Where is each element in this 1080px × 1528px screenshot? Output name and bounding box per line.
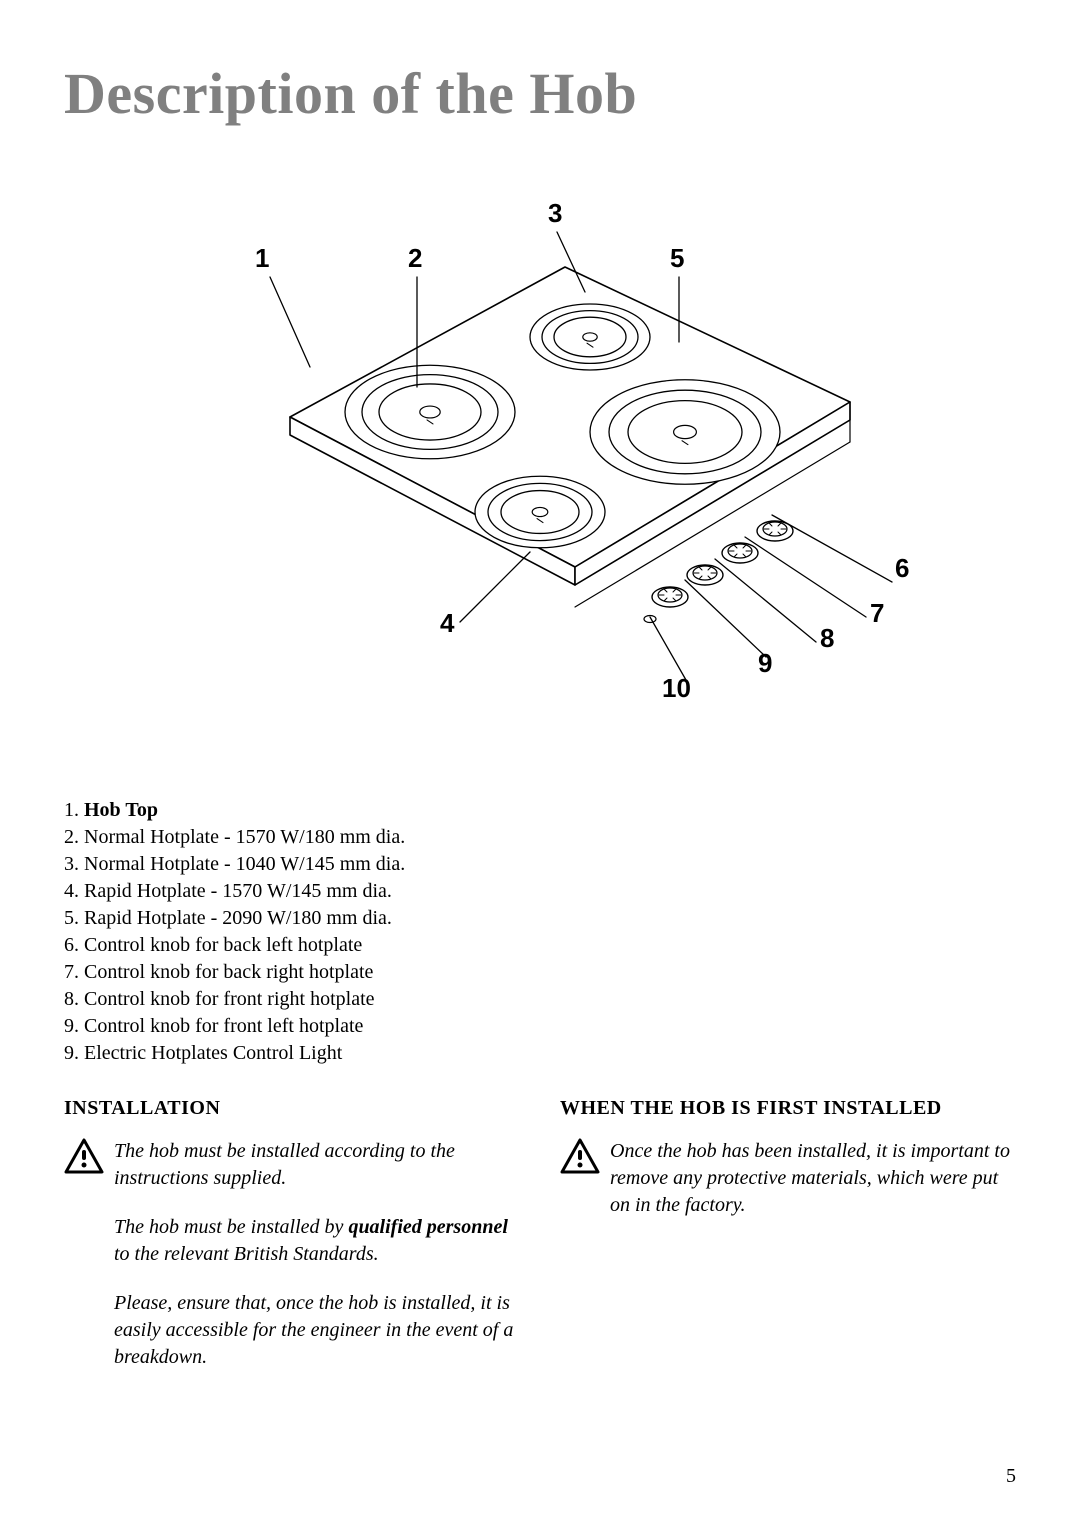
legend-item: 9. Control knob for front left hotplate [64,1013,1016,1040]
installation-heading: INSTALLATION [64,1097,520,1120]
svg-text:10: 10 [662,673,691,703]
legend-item: 6. Control knob for back left hotplate [64,932,1016,959]
svg-text:9: 9 [758,648,772,678]
legend-item: 8. Control knob for front right hotplate [64,986,1016,1013]
legend-item: 9. Electric Hotplates Control Light [64,1040,1016,1067]
legend-item: 7. Control knob for back right hotplate [64,959,1016,986]
first-installed-section: WHEN THE HOB IS FIRST INSTALLED Once the… [560,1097,1016,1393]
first-installed-heading: WHEN THE HOB IS FIRST INSTALLED [560,1097,1016,1120]
svg-text:8: 8 [820,623,834,653]
page-number: 5 [1006,1465,1016,1488]
svg-text:6: 6 [895,553,909,583]
legend-item: 1. Hob Top [64,797,1016,824]
svg-text:7: 7 [870,598,884,628]
hob-diagram-svg: 1 2 3 4 5 67 8 9 10 [110,167,970,757]
first-installed-text: Once the hob has been installed, it is i… [610,1138,1016,1241]
legend-item: 3. Normal Hotplate - 1040 W/145 mm dia. [64,851,1016,878]
hob-diagram: 1 2 3 4 5 67 8 9 10 [64,167,1016,757]
svg-text:2: 2 [408,243,422,273]
installation-text: The hob must be installed according to t… [114,1138,520,1393]
parts-legend: 1. Hob Top2. Normal Hotplate - 1570 W/18… [64,797,1016,1067]
legend-item: 2. Normal Hotplate - 1570 W/180 mm dia. [64,824,1016,851]
info-columns: INSTALLATION The hob must be installed a… [64,1097,1016,1393]
warning-icon [64,1138,104,1179]
legend-item: 4. Rapid Hotplate - 1570 W/145 mm dia. [64,878,1016,905]
svg-text:5: 5 [670,243,684,273]
svg-text:1: 1 [255,243,269,273]
svg-text:4: 4 [440,608,455,638]
legend-item: 5. Rapid Hotplate - 2090 W/180 mm dia. [64,905,1016,932]
svg-text:3: 3 [548,198,562,228]
page-title: Description of the Hob [64,60,1016,127]
installation-section: INSTALLATION The hob must be installed a… [64,1097,520,1393]
warning-icon [560,1138,600,1179]
